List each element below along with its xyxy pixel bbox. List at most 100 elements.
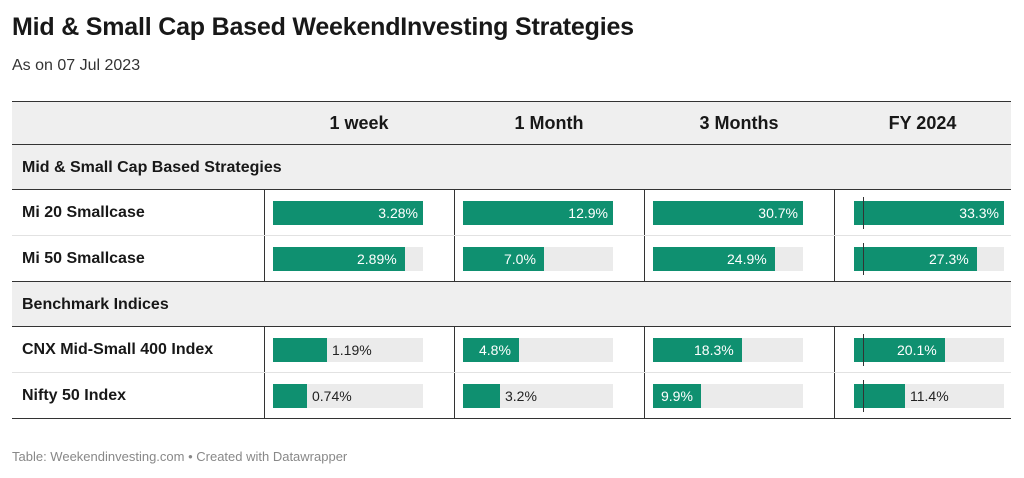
bar bbox=[854, 384, 905, 408]
chart-subtitle: As on 07 Jul 2023 bbox=[12, 57, 141, 74]
fy-baseline bbox=[863, 380, 864, 412]
bar bbox=[653, 384, 701, 408]
bar bbox=[653, 247, 775, 271]
table-header-row: 1 week 1 Month 3 Months FY 2024 bbox=[12, 101, 1011, 145]
bar-track: 3.28% bbox=[273, 201, 423, 225]
column-divider bbox=[264, 282, 265, 326]
column-divider bbox=[834, 190, 835, 235]
bar bbox=[854, 247, 977, 271]
group-header-row: Benchmark Indices bbox=[12, 282, 1011, 327]
column-divider bbox=[264, 373, 265, 418]
bar-value-label: 30.7% bbox=[758, 205, 798, 221]
group-header-row: Mid & Small Cap Based Strategies bbox=[12, 145, 1011, 190]
bar-track: 24.9% bbox=[653, 247, 803, 271]
bar-track: 3.2% bbox=[463, 384, 613, 408]
column-divider bbox=[834, 102, 835, 144]
bar-track: 2.89% bbox=[273, 247, 423, 271]
bar bbox=[653, 338, 742, 362]
column-divider bbox=[644, 373, 645, 418]
bar-value-label: 18.3% bbox=[694, 342, 734, 358]
column-divider bbox=[834, 282, 835, 326]
column-header: 1 week bbox=[329, 113, 389, 133]
bar-value-label: 4.8% bbox=[479, 342, 511, 358]
column-divider bbox=[834, 327, 835, 372]
group-label: Benchmark Indices bbox=[22, 296, 169, 313]
row-label: Mi 20 Smallcase bbox=[22, 204, 145, 221]
column-header: 1 Month bbox=[514, 113, 584, 133]
bar-track: 18.3% bbox=[653, 338, 803, 362]
bar bbox=[273, 338, 327, 362]
bar-value-label: 12.9% bbox=[568, 205, 608, 221]
bar-track: 7.0% bbox=[463, 247, 613, 271]
column-divider bbox=[454, 373, 455, 418]
column-divider bbox=[264, 190, 265, 235]
bar bbox=[463, 338, 519, 362]
table-row: CNX Mid-Small 400 Index 1.19% 4.8% 18.3% 20.… bbox=[12, 327, 1011, 373]
column-divider bbox=[454, 327, 455, 372]
table-row: Mi 50 Smallcase 2.89% 7.0% 24.9% 27.3% bbox=[12, 236, 1011, 282]
bar-value-label: 24.9% bbox=[727, 251, 767, 267]
column-divider bbox=[644, 327, 645, 372]
table-row: Nifty 50 Index 0.74% 3.2% 9.9% 11.4% bbox=[12, 373, 1011, 419]
column-divider bbox=[834, 373, 835, 418]
bar bbox=[463, 247, 544, 271]
bar-value-label: 0.74% bbox=[312, 388, 352, 404]
column-divider bbox=[644, 282, 645, 326]
bar-track: 11.4% bbox=[854, 384, 1004, 408]
bar bbox=[273, 201, 423, 225]
source-note: Table: Weekendinvesting.com • Created wi… bbox=[12, 449, 348, 464]
bar bbox=[854, 201, 1004, 225]
bar-track: 33.3% bbox=[854, 201, 1004, 225]
column-divider bbox=[644, 102, 645, 144]
row-label: CNX Mid-Small 400 Index bbox=[22, 341, 214, 358]
fy-baseline bbox=[863, 243, 864, 275]
bar bbox=[273, 247, 405, 271]
column-header: 3 Months bbox=[699, 113, 779, 133]
column-divider bbox=[454, 190, 455, 235]
bar-value-label: 2.89% bbox=[357, 251, 397, 267]
bar-value-label: 9.9% bbox=[661, 388, 693, 404]
column-divider bbox=[264, 236, 265, 281]
bar-track: 0.74% bbox=[273, 384, 423, 408]
column-divider bbox=[454, 102, 455, 144]
bar-value-label: 3.2% bbox=[505, 388, 537, 404]
bar-track: 30.7% bbox=[653, 201, 803, 225]
column-divider bbox=[644, 236, 645, 281]
bar-value-label: 3.28% bbox=[378, 205, 418, 221]
bar bbox=[653, 201, 803, 225]
column-divider bbox=[454, 282, 455, 326]
bar-track: 20.1% bbox=[854, 338, 1004, 362]
column-divider bbox=[264, 145, 265, 189]
bar-value-label: 7.0% bbox=[504, 251, 536, 267]
bar bbox=[273, 384, 307, 408]
table-row: Mi 20 Smallcase 3.28% 12.9% 30.7% 33.3% bbox=[12, 190, 1011, 236]
column-divider bbox=[264, 102, 265, 144]
column-divider bbox=[644, 190, 645, 235]
column-divider bbox=[834, 236, 835, 281]
group-label: Mid & Small Cap Based Strategies bbox=[22, 159, 282, 176]
bar-value-label: 20.1% bbox=[897, 342, 937, 358]
chart-title: Mid & Small Cap Based WeekendInvesting S… bbox=[12, 13, 634, 41]
column-divider bbox=[454, 145, 455, 189]
bar-track: 9.9% bbox=[653, 384, 803, 408]
row-label: Nifty 50 Index bbox=[22, 387, 127, 404]
column-divider bbox=[834, 145, 835, 189]
column-divider bbox=[454, 236, 455, 281]
bar-value-label: 11.4% bbox=[910, 388, 949, 404]
bar-track: 12.9% bbox=[463, 201, 613, 225]
fy-baseline bbox=[863, 334, 864, 366]
performance-table: 1 week 1 Month 3 Months FY 2024 Mid & Small … bbox=[12, 101, 1011, 419]
bar-track: 4.8% bbox=[463, 338, 613, 362]
bar-value-label: 33.3% bbox=[959, 205, 999, 221]
bar-value-label: 1.19% bbox=[332, 342, 372, 358]
row-label: Mi 50 Smallcase bbox=[22, 250, 145, 267]
column-divider bbox=[644, 145, 645, 189]
bar bbox=[463, 384, 500, 408]
column-header: FY 2024 bbox=[888, 113, 957, 133]
column-divider bbox=[264, 327, 265, 372]
bar bbox=[854, 338, 945, 362]
bar bbox=[463, 201, 613, 225]
bar-track: 1.19% bbox=[273, 338, 423, 362]
fy-baseline bbox=[863, 197, 864, 229]
bar-value-label: 27.3% bbox=[929, 251, 969, 267]
